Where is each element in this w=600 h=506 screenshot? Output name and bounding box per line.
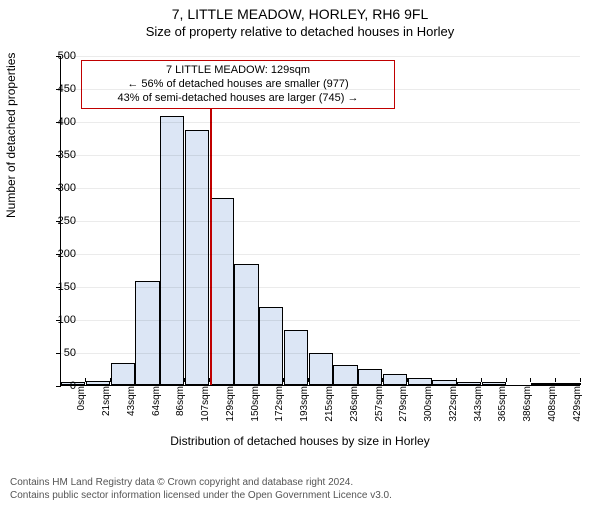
x-tick-label: 408sqm	[547, 386, 558, 422]
footer-line2: Contains public sector information licen…	[10, 490, 392, 503]
histogram-bar	[86, 381, 110, 385]
histogram-bar	[259, 307, 283, 385]
x-tick-label: 236sqm	[349, 386, 360, 422]
x-tick-mark	[233, 378, 234, 382]
x-tick-label: 0sqm	[76, 386, 87, 410]
x-tick-label: 257sqm	[374, 386, 385, 422]
y-tick-label: 400	[26, 116, 76, 128]
histogram-bar	[135, 281, 159, 385]
y-tick-label: 100	[26, 314, 76, 326]
x-tick-mark	[134, 378, 135, 382]
histogram-bar	[482, 382, 506, 385]
histogram-bar	[284, 330, 308, 385]
histogram-bar	[408, 378, 432, 385]
histogram-bar	[160, 116, 184, 385]
x-tick-mark	[85, 378, 86, 382]
x-tick-label: 279sqm	[398, 386, 409, 422]
x-tick-label: 365sqm	[497, 386, 508, 422]
histogram-bar	[358, 369, 382, 385]
y-tick-label: 0	[26, 380, 76, 392]
gridline	[61, 188, 580, 189]
histogram-bar	[383, 374, 407, 385]
page-subtitle: Size of property relative to detached ho…	[0, 24, 600, 39]
x-tick-label: 386sqm	[522, 386, 533, 422]
x-tick-label: 172sqm	[274, 386, 285, 422]
x-tick-label: 129sqm	[225, 386, 236, 422]
gridline	[61, 287, 580, 288]
footer-line1: Contains HM Land Registry data © Crown c…	[10, 477, 392, 490]
x-tick-mark	[184, 378, 185, 382]
plot-area: 7 LITTLE MEADOW: 129sqm ← 56% of detache…	[60, 56, 580, 386]
page-title: 7, LITTLE MEADOW, HORLEY, RH6 9FL	[0, 6, 600, 22]
x-tick-mark	[110, 378, 111, 382]
x-tick-mark	[209, 378, 210, 382]
x-tick-label: 429sqm	[572, 386, 583, 422]
x-tick-mark	[506, 378, 507, 382]
x-tick-label: 43sqm	[126, 386, 137, 416]
histogram-bar	[333, 365, 357, 385]
gridline	[61, 56, 580, 57]
x-tick-mark	[308, 378, 309, 382]
x-tick-mark	[382, 378, 383, 382]
x-tick-mark	[530, 378, 531, 382]
histogram-bar	[185, 130, 209, 385]
histogram-bar	[111, 363, 135, 385]
x-tick-mark	[431, 378, 432, 382]
annotation-line1: 7 LITTLE MEADOW: 129sqm	[88, 64, 388, 78]
x-tick-mark	[456, 378, 457, 382]
chart-container: Number of detached properties 7 LITTLE M…	[0, 48, 600, 448]
y-tick-label: 450	[26, 83, 76, 95]
x-tick-mark	[283, 378, 284, 382]
x-tick-mark	[357, 378, 358, 382]
histogram-bar	[309, 353, 333, 385]
gridline	[61, 221, 580, 222]
y-tick-label: 500	[26, 50, 76, 62]
x-tick-label: 193sqm	[299, 386, 310, 422]
y-axis-label: Number of detached properties	[4, 53, 18, 218]
x-tick-label: 322sqm	[448, 386, 459, 422]
gridline	[61, 353, 580, 354]
x-axis-label: Distribution of detached houses by size …	[0, 434, 600, 448]
gridline	[61, 155, 580, 156]
x-tick-mark	[258, 378, 259, 382]
gridline	[61, 254, 580, 255]
annotation-box: 7 LITTLE MEADOW: 129sqm ← 56% of detache…	[81, 60, 395, 109]
x-tick-label: 150sqm	[250, 386, 261, 422]
y-tick-label: 300	[26, 182, 76, 194]
y-tick-label: 200	[26, 248, 76, 260]
gridline	[61, 122, 580, 123]
annotation-line3: 43% of semi-detached houses are larger (…	[88, 92, 388, 106]
x-tick-mark	[407, 378, 408, 382]
y-tick-label: 350	[26, 149, 76, 161]
x-tick-mark	[332, 378, 333, 382]
x-tick-mark	[580, 378, 581, 382]
histogram-bar	[556, 383, 580, 385]
histogram-bar	[457, 382, 481, 385]
y-tick-label: 150	[26, 281, 76, 293]
x-tick-mark	[60, 378, 61, 382]
y-tick-label: 250	[26, 215, 76, 227]
property-marker-line	[210, 95, 212, 385]
gridline	[61, 320, 580, 321]
histogram-bar	[234, 264, 258, 385]
histogram-bar	[531, 383, 555, 385]
histogram-bar	[210, 198, 234, 385]
x-tick-label: 343sqm	[473, 386, 484, 422]
x-tick-label: 107sqm	[200, 386, 211, 422]
x-tick-label: 86sqm	[175, 386, 186, 416]
x-tick-mark	[481, 378, 482, 382]
footer: Contains HM Land Registry data © Crown c…	[10, 477, 392, 502]
x-tick-mark	[159, 378, 160, 382]
x-tick-mark	[555, 378, 556, 382]
histogram-bar	[432, 380, 456, 385]
gridline	[61, 89, 580, 90]
y-tick-label: 50	[26, 347, 76, 359]
x-tick-label: 64sqm	[151, 386, 162, 416]
x-tick-label: 21sqm	[101, 386, 112, 416]
x-tick-label: 300sqm	[423, 386, 434, 422]
x-tick-label: 215sqm	[324, 386, 335, 422]
